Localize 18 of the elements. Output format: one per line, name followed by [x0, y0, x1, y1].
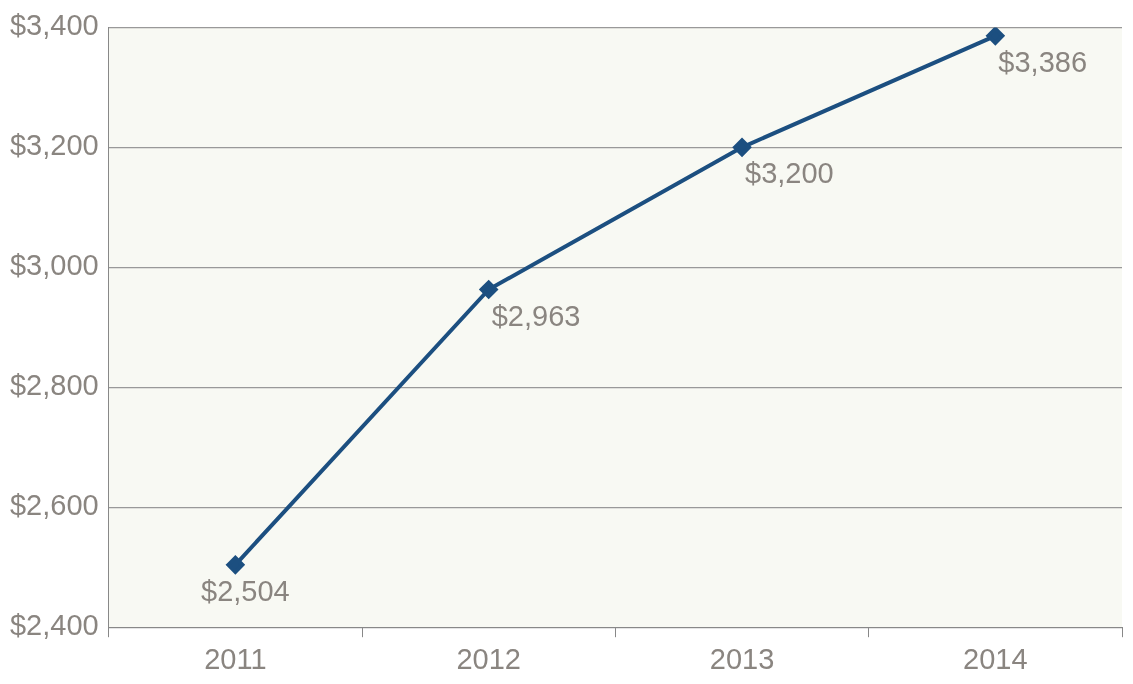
point	[986, 27, 1005, 45]
y-tick-label: $2,800	[10, 369, 99, 402]
x-tick-label: 2012	[456, 642, 521, 675]
data-label: $2,963	[491, 299, 581, 332]
x-tick-label: 2013	[709, 642, 775, 675]
data-label: $3,386	[998, 45, 1088, 78]
y-tick-label: $3,000	[10, 249, 99, 282]
point	[479, 280, 498, 299]
y-tick-label: $2,400	[10, 609, 99, 642]
data-label: $2,504	[201, 574, 290, 607]
y-tick-label: $2,600	[10, 489, 99, 522]
y-tick-label: $3,200	[10, 129, 99, 162]
point	[226, 555, 245, 574]
point	[733, 138, 752, 157]
x-tick-label: 2014	[963, 642, 1028, 675]
data-label: $3,200	[745, 157, 834, 190]
y-tick-label: $3,400	[10, 9, 99, 42]
x-tick-label: 2011	[204, 642, 267, 675]
